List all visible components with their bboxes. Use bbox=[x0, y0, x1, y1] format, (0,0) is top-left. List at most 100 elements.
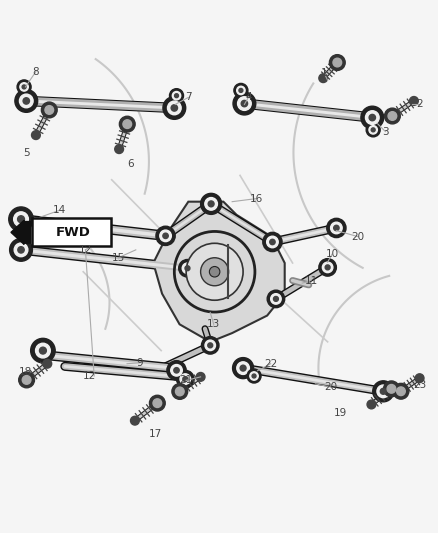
Text: FWD: FWD bbox=[55, 226, 90, 239]
Text: 14: 14 bbox=[53, 205, 66, 215]
Circle shape bbox=[377, 385, 389, 398]
Text: 12: 12 bbox=[83, 371, 96, 381]
Circle shape bbox=[149, 395, 165, 411]
Circle shape bbox=[385, 108, 400, 124]
Circle shape bbox=[267, 236, 278, 248]
Circle shape bbox=[179, 260, 196, 277]
Circle shape bbox=[322, 262, 333, 273]
Circle shape bbox=[22, 85, 26, 89]
Circle shape bbox=[397, 387, 405, 395]
Circle shape bbox=[267, 290, 285, 308]
Circle shape bbox=[175, 94, 178, 98]
Circle shape bbox=[42, 102, 57, 118]
Circle shape bbox=[367, 400, 376, 409]
Circle shape bbox=[252, 374, 256, 378]
Circle shape bbox=[123, 120, 131, 128]
Circle shape bbox=[334, 225, 339, 231]
Circle shape bbox=[415, 374, 424, 383]
Circle shape bbox=[361, 106, 384, 129]
Circle shape bbox=[201, 193, 222, 214]
Circle shape bbox=[23, 98, 29, 104]
Text: 15: 15 bbox=[112, 253, 125, 263]
Text: 23: 23 bbox=[413, 379, 426, 390]
Circle shape bbox=[15, 90, 38, 112]
Circle shape bbox=[32, 131, 40, 140]
Circle shape bbox=[182, 263, 193, 273]
Circle shape bbox=[180, 374, 191, 384]
Circle shape bbox=[163, 233, 168, 239]
Circle shape bbox=[373, 381, 394, 402]
Circle shape bbox=[14, 243, 28, 257]
Circle shape bbox=[380, 389, 386, 394]
Circle shape bbox=[10, 238, 32, 261]
Text: 1: 1 bbox=[321, 68, 328, 78]
Circle shape bbox=[177, 370, 194, 388]
Circle shape bbox=[371, 128, 375, 132]
Circle shape bbox=[186, 243, 243, 300]
Circle shape bbox=[233, 358, 254, 378]
Circle shape bbox=[20, 83, 28, 91]
Circle shape bbox=[196, 373, 205, 381]
Text: 3: 3 bbox=[382, 127, 389, 136]
Circle shape bbox=[153, 399, 162, 408]
Text: 21: 21 bbox=[180, 375, 193, 385]
Circle shape bbox=[319, 74, 328, 83]
Circle shape bbox=[241, 100, 247, 107]
Text: 19: 19 bbox=[334, 408, 347, 418]
Text: 9: 9 bbox=[136, 358, 143, 368]
Text: 11: 11 bbox=[304, 276, 318, 286]
Circle shape bbox=[369, 126, 378, 134]
Circle shape bbox=[163, 96, 186, 119]
Text: 22: 22 bbox=[264, 359, 277, 369]
Circle shape bbox=[9, 207, 33, 231]
Text: 17: 17 bbox=[149, 429, 162, 439]
Circle shape bbox=[19, 372, 35, 388]
Circle shape bbox=[239, 88, 243, 92]
Circle shape bbox=[17, 80, 31, 94]
Circle shape bbox=[250, 372, 258, 380]
Circle shape bbox=[209, 266, 220, 277]
FancyArrow shape bbox=[11, 220, 31, 245]
Circle shape bbox=[240, 365, 246, 371]
Circle shape bbox=[410, 96, 418, 106]
Circle shape bbox=[171, 105, 177, 111]
Circle shape bbox=[205, 340, 215, 351]
Circle shape bbox=[39, 347, 46, 354]
Text: 20: 20 bbox=[352, 232, 365, 242]
Circle shape bbox=[208, 201, 214, 207]
Circle shape bbox=[120, 116, 135, 132]
Circle shape bbox=[237, 362, 249, 374]
Circle shape bbox=[237, 96, 251, 110]
Circle shape bbox=[35, 343, 50, 358]
Circle shape bbox=[387, 384, 396, 393]
Circle shape bbox=[18, 216, 25, 223]
Circle shape bbox=[19, 94, 33, 108]
Circle shape bbox=[167, 101, 181, 115]
Circle shape bbox=[208, 343, 213, 348]
Circle shape bbox=[233, 92, 256, 115]
Circle shape bbox=[319, 259, 336, 276]
Circle shape bbox=[327, 219, 346, 238]
Circle shape bbox=[201, 258, 229, 286]
Text: 7: 7 bbox=[185, 92, 192, 102]
Circle shape bbox=[183, 377, 188, 382]
Circle shape bbox=[22, 376, 31, 384]
Circle shape bbox=[393, 383, 409, 399]
Circle shape bbox=[185, 266, 190, 271]
Circle shape bbox=[131, 416, 139, 425]
Text: 18: 18 bbox=[19, 367, 32, 377]
Circle shape bbox=[263, 232, 282, 252]
Circle shape bbox=[366, 123, 380, 137]
Circle shape bbox=[329, 55, 345, 70]
Text: 2: 2 bbox=[416, 100, 423, 109]
Circle shape bbox=[174, 368, 179, 373]
Circle shape bbox=[171, 365, 182, 376]
Circle shape bbox=[160, 230, 171, 241]
Circle shape bbox=[205, 198, 217, 210]
Circle shape bbox=[156, 226, 175, 246]
Text: 20: 20 bbox=[324, 382, 337, 392]
Circle shape bbox=[331, 222, 342, 234]
Circle shape bbox=[234, 84, 248, 98]
Text: 6: 6 bbox=[127, 159, 134, 169]
Circle shape bbox=[273, 296, 279, 301]
